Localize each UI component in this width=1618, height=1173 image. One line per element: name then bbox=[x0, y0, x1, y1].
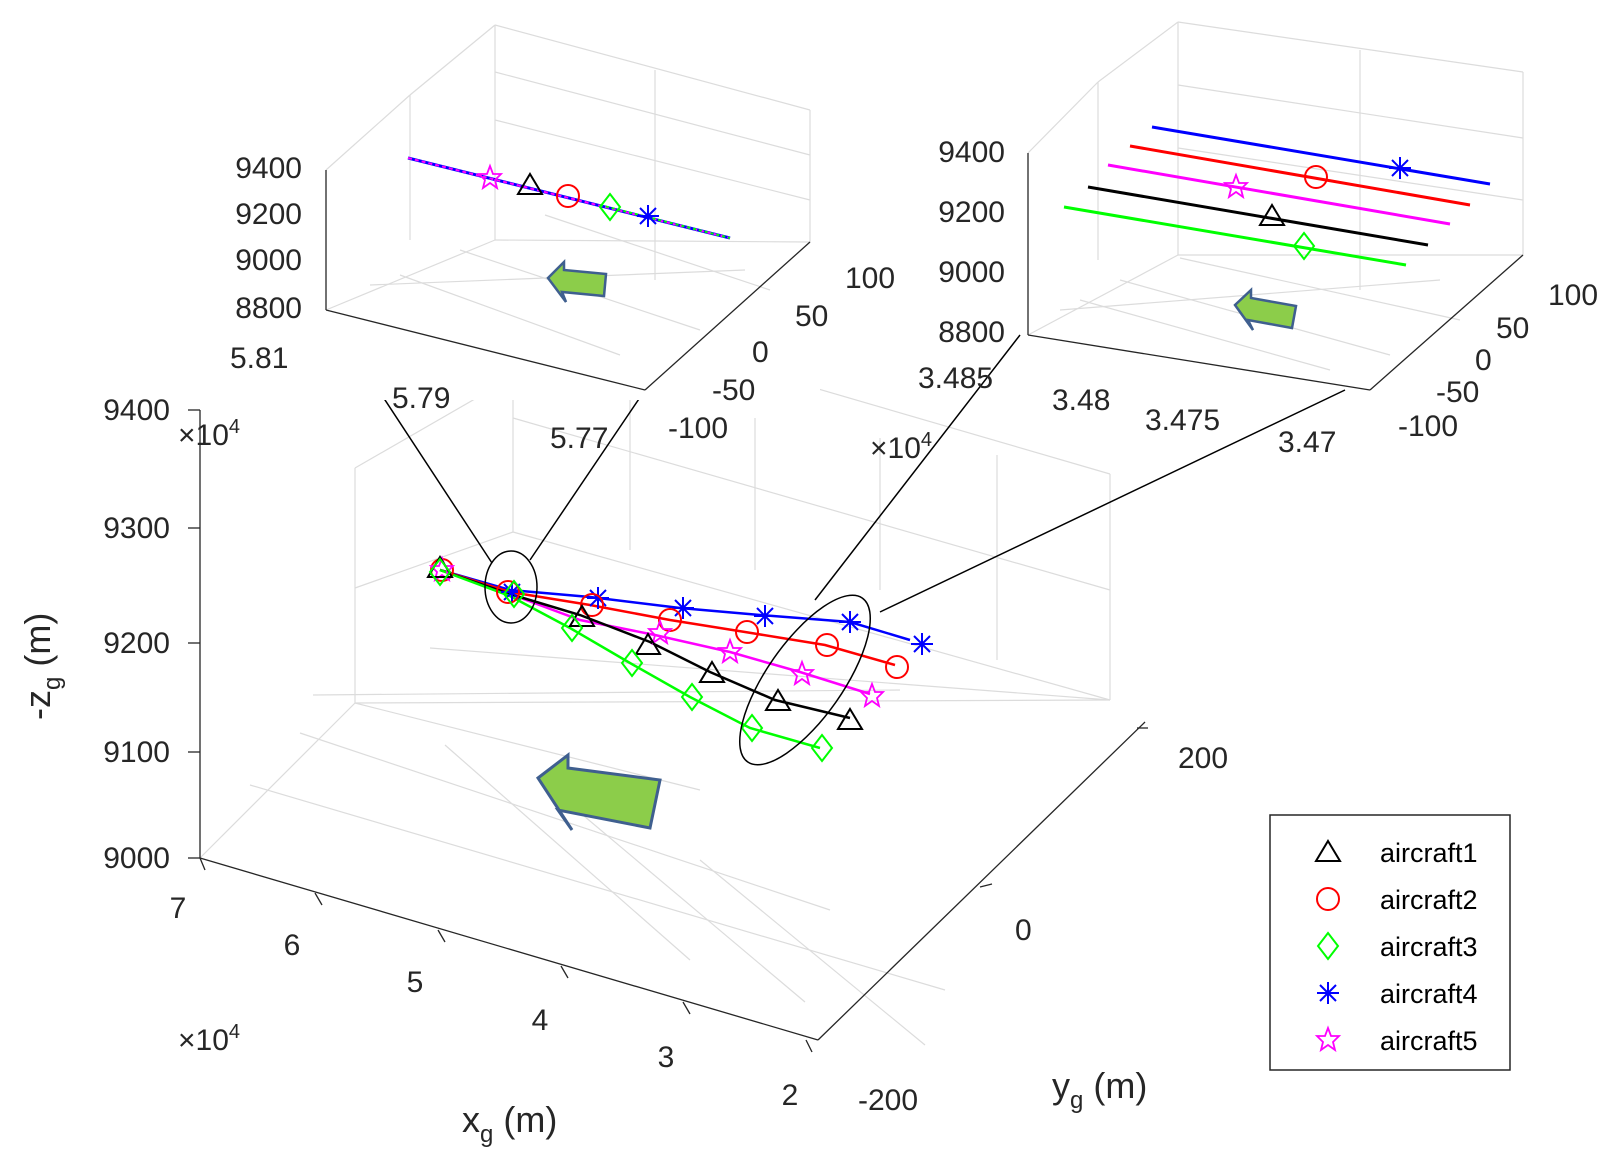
main-xtick-5: 5 bbox=[407, 966, 424, 999]
legend-label-aircraft3: aircraft3 bbox=[1380, 932, 1478, 962]
inset-left-ztick-9400: 9400 bbox=[235, 152, 302, 185]
main-y-exponent: ×104 bbox=[870, 429, 932, 465]
inset-right-ztick-9000: 9000 bbox=[938, 256, 1005, 289]
inset-right-ztick-8800: 8800 bbox=[938, 316, 1005, 349]
main-xtick-6: 6 bbox=[284, 929, 301, 962]
main-xlabel: xg (m) bbox=[462, 1099, 557, 1148]
legend-icon-aircraft4 bbox=[1316, 981, 1340, 1005]
inset-right-trajectory-aircraft5 bbox=[1107, 163, 1451, 226]
main-ytick-200: 200 bbox=[1178, 742, 1228, 775]
main-trajectories bbox=[439, 568, 911, 750]
inset-left-ytick-neg100: -100 bbox=[668, 412, 728, 445]
main-x-exponent: ×104 bbox=[178, 1021, 240, 1057]
inset-right-trajectory-aircraft3 bbox=[1063, 205, 1407, 267]
inset-right-xtick-3.485: 3.485 bbox=[918, 362, 993, 395]
legend: aircraft1 aircraft2 aircraft3 aircraft4 … bbox=[1269, 814, 1511, 1071]
inset-left-ytick-50: 50 bbox=[795, 300, 828, 333]
inset-right-xtick-3.47: 3.47 bbox=[1278, 426, 1336, 459]
inset-right-xtick-3.475: 3.475 bbox=[1145, 404, 1220, 437]
main-axis-lines bbox=[188, 409, 1148, 1053]
main-ytick-0: 0 bbox=[1015, 914, 1032, 947]
legend-label-aircraft1: aircraft1 bbox=[1380, 838, 1478, 868]
main-ztick-9000: 9000 bbox=[103, 842, 170, 875]
inset-left-ztick-9200: 9200 bbox=[235, 198, 302, 231]
inset-left-xtick-5.81: 5.81 bbox=[230, 342, 288, 375]
inset-right-ytick-50: 50 bbox=[1496, 312, 1529, 345]
inset-left-ztick-8800: 8800 bbox=[235, 292, 302, 325]
main-ztick-9100: 9100 bbox=[103, 736, 170, 769]
inset-left-ytick-100: 100 bbox=[845, 262, 895, 295]
inset-right-ytick-0: 0 bbox=[1475, 344, 1492, 377]
main-axes: 9400 9300 9200 9100 9000 ×104 7 6 5 4 3 … bbox=[17, 299, 1346, 1148]
zoom-connector bbox=[529, 389, 646, 561]
inset-left-xtick-5.77: 5.77 bbox=[550, 422, 608, 455]
inset-right-xtick-3.48: 3.48 bbox=[1052, 384, 1110, 417]
inset-right: 9400 9200 9000 8800 3.485 3.48 3.475 3.4… bbox=[918, 21, 1598, 459]
inset-left-ytick-0: 0 bbox=[752, 336, 769, 369]
inset-right-trajectory-aircraft2 bbox=[1129, 144, 1471, 207]
inset-right-direction-arrow-icon bbox=[1233, 287, 1298, 331]
inset-right-marker-aircraft4 bbox=[1388, 156, 1412, 180]
inset-right-trajectory-aircraft1 bbox=[1087, 185, 1429, 247]
inset-left-marker-aircraft4 bbox=[636, 204, 660, 228]
inset-right-marker-aircraft1 bbox=[1259, 204, 1285, 226]
inset-left-trajectory-bundle bbox=[599, 204, 731, 239]
zoom-ellipse-start bbox=[484, 550, 538, 624]
marker-aircraft4 bbox=[671, 596, 695, 620]
inset-right-ztick-9200: 9200 bbox=[938, 196, 1005, 229]
main-ztick-9400: 9400 bbox=[103, 394, 170, 427]
marker-aircraft4 bbox=[753, 604, 777, 628]
direction-arrow-icon bbox=[535, 751, 662, 831]
main-xtick-2: 2 bbox=[782, 1079, 799, 1112]
main-ytick-neg200: -200 bbox=[858, 1084, 918, 1117]
marker-aircraft4 bbox=[586, 586, 610, 610]
main-ztick-9200: 9200 bbox=[103, 627, 170, 660]
main-z-exponent: ×104 bbox=[178, 416, 240, 452]
zoom-ellipse-end bbox=[738, 594, 872, 766]
main-xtick-3: 3 bbox=[658, 1041, 675, 1074]
inset-left: 9400 9200 9000 8800 5.81 5.79 5.77 100 5… bbox=[230, 20, 895, 455]
marker-aircraft4 bbox=[838, 610, 862, 634]
inset-right-trajectory-aircraft4 bbox=[1151, 125, 1491, 186]
main-grid bbox=[199, 299, 1111, 1046]
marker-aircraft4 bbox=[910, 632, 934, 656]
inset-left-ytick-neg50: -50 bbox=[712, 374, 755, 407]
main-ylabel: yg (m) bbox=[1052, 1065, 1147, 1114]
inset-left-xtick-5.79: 5.79 bbox=[392, 382, 450, 415]
main-zlabel: -zg (m) bbox=[17, 613, 66, 720]
marker-aircraft5 bbox=[860, 683, 884, 707]
inset-left-direction-arrow-icon bbox=[546, 258, 608, 303]
legend-label-aircraft5: aircraft5 bbox=[1380, 1026, 1478, 1056]
zoom-connector bbox=[879, 389, 1346, 613]
inset-right-ytick-neg50: -50 bbox=[1436, 376, 1479, 409]
inset-left-grid bbox=[325, 24, 811, 356]
marker-aircraft2 bbox=[885, 655, 909, 679]
legend-label-aircraft4: aircraft4 bbox=[1380, 979, 1478, 1009]
legend-label-aircraft2: aircraft2 bbox=[1380, 885, 1478, 915]
marker-aircraft3 bbox=[811, 734, 833, 762]
zoom-connector bbox=[814, 334, 1021, 601]
main-xtick-4: 4 bbox=[532, 1004, 549, 1037]
inset-right-ztick-9400: 9400 bbox=[938, 136, 1005, 169]
marker-aircraft1 bbox=[837, 708, 863, 730]
inset-right-ytick-neg100: -100 bbox=[1398, 410, 1458, 443]
main-ztick-9300: 9300 bbox=[103, 512, 170, 545]
inset-right-ytick-100: 100 bbox=[1548, 279, 1598, 312]
trajectory-aircraft3 bbox=[439, 568, 821, 750]
main-xtick-7: 7 bbox=[170, 892, 187, 925]
inset-left-ztick-9000: 9000 bbox=[235, 244, 302, 277]
